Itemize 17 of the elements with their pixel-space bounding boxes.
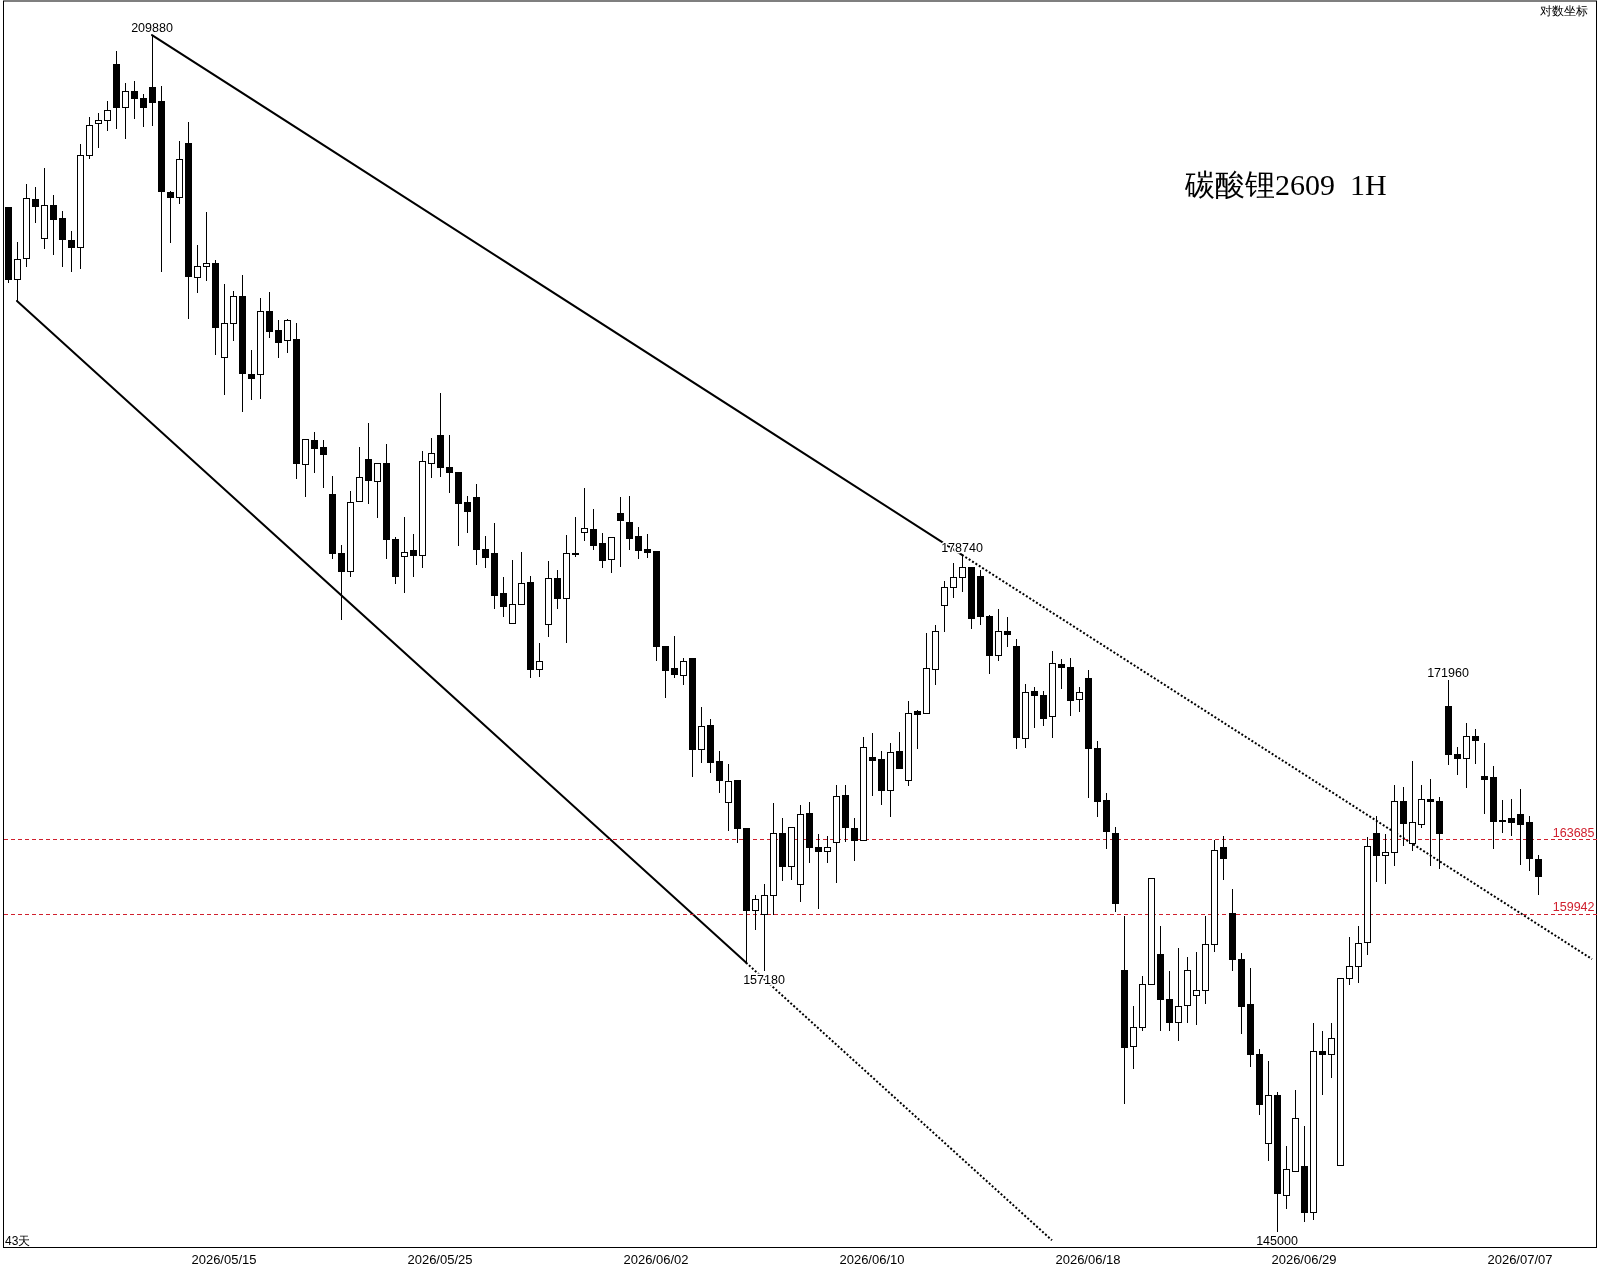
annotation: 171960 xyxy=(1427,665,1469,680)
x-tick-label: 2026/05/25 xyxy=(407,1251,473,1267)
x-tick-label: 2026/06/10 xyxy=(839,1251,905,1267)
annotation: 43天 xyxy=(5,1233,31,1248)
x-tick-label: 2026/06/29 xyxy=(1271,1251,1337,1267)
candlestick xyxy=(616,496,624,568)
x-tick-label: 2026/06/02 xyxy=(623,1251,689,1267)
annotation: 145000 xyxy=(1256,1233,1298,1248)
annotation: 209880 xyxy=(131,21,173,36)
annotation: 157180 xyxy=(743,972,785,987)
text: 碳酸锂2609 1H xyxy=(1184,168,1387,201)
ref-line-label: 163685 xyxy=(1552,825,1595,840)
x-tick-label: 2026/06/18 xyxy=(1055,1251,1121,1267)
annotation: 对数坐标 xyxy=(1539,4,1588,18)
ref-line-label: 159942 xyxy=(1552,900,1595,915)
x-tick-label: 2026/07/07 xyxy=(1487,1251,1553,1267)
x-tick-label: 2026/05/15 xyxy=(191,1251,257,1267)
